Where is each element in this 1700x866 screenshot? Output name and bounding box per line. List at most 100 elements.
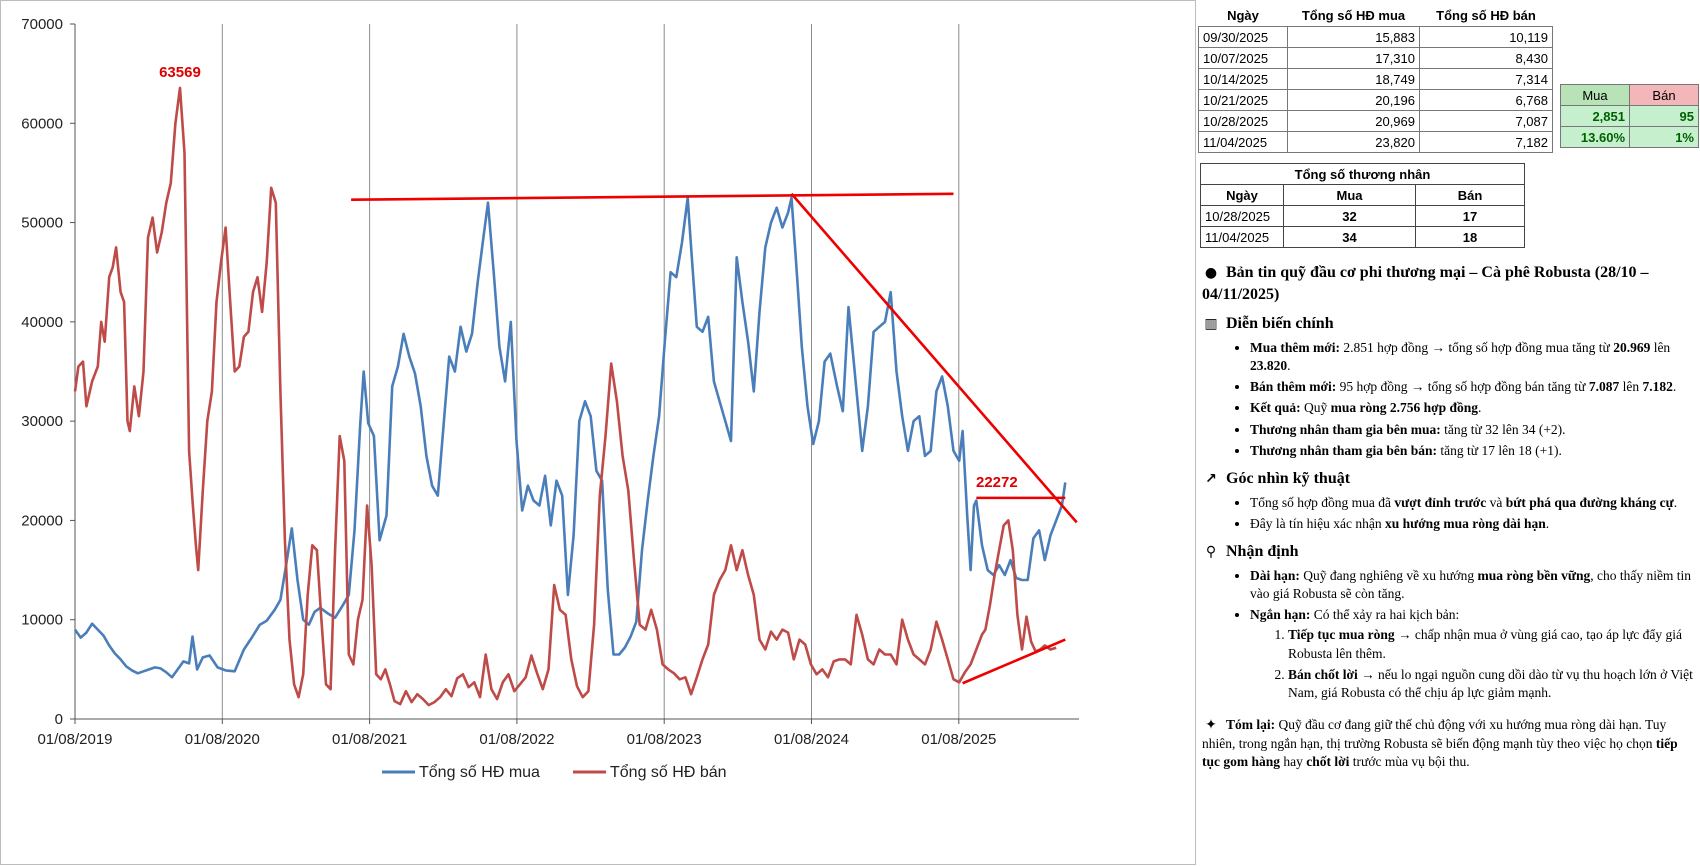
table-title: Tổng số thương nhân: [1200, 163, 1525, 185]
sell-header: Bán: [1629, 84, 1699, 106]
item-label: Dài hạn:: [1250, 567, 1300, 583]
sell-cell: 7,182: [1419, 131, 1553, 153]
table-header-row: Ngày Mua Bán: [1200, 184, 1525, 206]
buy-cell: 20,969: [1287, 110, 1420, 132]
section-heading: ⚲ Nhận định: [1202, 541, 1696, 563]
column-header: Mua: [1283, 184, 1416, 206]
table-row: 10/21/2025 20,196 6,768: [1198, 89, 1553, 111]
item-text: .: [1673, 494, 1678, 510]
date-cell: 10/28/2025: [1198, 110, 1288, 132]
sell-cell: 7,087: [1419, 110, 1553, 132]
traders-table: Tổng số thương nhân Ngày Mua Bán 10/28/2…: [1200, 163, 1525, 248]
buy-series-line: [73, 196, 1067, 679]
item-text: Quỹ: [1300, 400, 1331, 416]
summary-label: Tóm lại:: [1226, 717, 1276, 733]
y-tick-label: 40000: [21, 314, 63, 331]
summary-emphasis: tiếp tục gom hàng: [1202, 736, 1678, 770]
x-tick-label: 01/08/2021: [332, 731, 407, 748]
technical-view-list: Tổng số hợp đồng mua đã vượt đỉnh trước …: [1202, 494, 1696, 533]
table-row: 10/28/2025 20,969 7,087: [1198, 110, 1553, 132]
peak-annotation: 63569: [159, 64, 201, 81]
scenario-text: → chấp nhận mua ở vùng giá cao, tạo áp l…: [1288, 627, 1683, 661]
date-cell: 10/28/2025: [1200, 205, 1284, 227]
table-title-row: Tổng số thương nhân: [1200, 163, 1525, 185]
sell-series-line: [73, 86, 1057, 707]
item-value: mua ròng 2.756 hợp đồng: [1330, 400, 1479, 416]
list-item: Thương nhân tham gia bên mua: tăng từ 32…: [1250, 421, 1696, 439]
scenario-item: Bán chốt lời → nếu lo ngại nguồn cung dồ…: [1288, 666, 1696, 702]
section-title: Diễn biến chính: [1226, 315, 1334, 333]
column-header: Bán: [1415, 184, 1525, 206]
scenario-item: Tiếp tục mua ròng → chấp nhận mua ở vùng…: [1288, 626, 1696, 662]
chart-area: 01/08/2019 01/08/2020 01/08/2021 01/08/2022…: [0, 0, 1196, 865]
item-value: 7.087: [1588, 379, 1620, 395]
assessment-list: Dài hạn: Quỹ đang nghiêng về xu hướng mu…: [1202, 567, 1696, 703]
item-emphasis: vượt đỉnh trước: [1394, 494, 1487, 510]
summary-text: Quỹ đầu cơ đang giữ thế chủ động với xu …: [1202, 717, 1667, 752]
item-value: 23.820: [1250, 358, 1288, 373]
date-cell: 11/04/2025: [1198, 131, 1288, 153]
item-text: Tổng số hợp đồng mua đã: [1250, 494, 1395, 510]
item-emphasis: mua ròng bền vững: [1477, 567, 1591, 583]
item-label: Kết quả:: [1250, 400, 1301, 416]
scenario-text: → nếu lo ngại nguồn cung dồi dào từ vụ t…: [1288, 666, 1693, 701]
item-value: 20.969: [1613, 339, 1651, 355]
item-text: tăng từ 17 lên 18 (+1).: [1437, 442, 1562, 458]
column-header: Ngày: [1227, 7, 1259, 23]
list-item: Bán thêm mới: 95 hợp đồng → tổng số hợp …: [1250, 378, 1696, 396]
table-row: 2,851 95: [1560, 105, 1699, 127]
line-chart: 01/08/2019 01/08/2020 01/08/2021 01/08/2022…: [21, 16, 1079, 781]
summary-text: hay: [1280, 754, 1307, 770]
item-text: tăng từ 32 lên 34 (+2).: [1440, 421, 1566, 437]
list-item: Tổng số hợp đồng mua đã vượt đỉnh trước …: [1250, 494, 1696, 512]
right-panel: Ngày Tổng số HĐ mua Tổng số HĐ bán 09/30…: [1198, 0, 1700, 865]
buy-pct-cell: 13.60%: [1560, 126, 1630, 148]
item-emphasis: bứt phá qua đường kháng cự: [1505, 494, 1674, 510]
item-label: Thương nhân tham gia bên bán:: [1250, 442, 1438, 458]
column-header: Tổng số HĐ mua: [1301, 7, 1406, 23]
item-text: Đây là tín hiệu xác nhận: [1250, 515, 1385, 531]
item-emphasis: xu hướng mua ròng dài hạn: [1384, 515, 1546, 531]
list-item: Ngắn hạn: Có thể xảy ra hai kịch bản: Ti…: [1250, 606, 1696, 702]
buy-traders-cell: 32: [1283, 205, 1416, 227]
x-tick-label: 01/08/2025: [921, 731, 996, 748]
table-row: 09/30/2025 15,883 10,119: [1198, 26, 1553, 48]
peak-annotation: 22272: [976, 474, 1018, 491]
legend-label-sell: Tổng số HĐ bán: [610, 763, 727, 781]
bulletin-title: ● Bản tin quỹ đầu cơ phi thương mại – Cà …: [1202, 262, 1696, 305]
section-title: Góc nhìn kỹ thuật: [1226, 470, 1351, 488]
x-tick-label: 01/08/2022: [479, 731, 554, 748]
item-text: Có thể xảy ra hai kịch bản:: [1310, 607, 1460, 623]
sell-change-cell: 95: [1629, 105, 1699, 127]
section-title: Nhận định: [1226, 543, 1299, 561]
table-row: 10/14/2025 18,749 7,314: [1198, 68, 1553, 90]
buy-change-cell: 2,851: [1560, 105, 1630, 127]
bulletin: ● Bản tin quỹ đầu cơ phi thương mại – Cà …: [1202, 262, 1696, 772]
buy-traders-cell: 34: [1283, 226, 1416, 248]
sell-cell: 8,430: [1419, 47, 1553, 69]
item-text: .: [1478, 400, 1482, 416]
y-tick-label: 0: [55, 711, 63, 728]
column-header: Ngày: [1200, 184, 1284, 206]
buy-cell: 20,196: [1287, 89, 1420, 111]
table-row: 10/07/2025 17,310 8,430: [1198, 47, 1553, 69]
sell-cell: 6,768: [1419, 89, 1553, 111]
summary-text: trước mùa vụ bội thu.: [1349, 754, 1470, 770]
date-cell: 09/30/2025: [1198, 26, 1288, 48]
x-tick-label: 01/08/2020: [185, 731, 260, 748]
table-header-row: Ngày Tổng số HĐ mua Tổng số HĐ bán: [1199, 4, 1553, 27]
contracts-table: Ngày Tổng số HĐ mua Tổng số HĐ bán 09/30…: [1198, 4, 1553, 153]
date-cell: 10/07/2025: [1198, 47, 1288, 69]
date-cell: 10/14/2025: [1198, 68, 1288, 90]
trend-line: [351, 192, 954, 202]
legend-label-buy: Tổng số HĐ mua: [419, 763, 540, 781]
scenario-list: Tiếp tục mua ròng → chấp nhận mua ở vùng…: [1250, 626, 1696, 702]
magnifier-icon: ⚲: [1205, 544, 1217, 561]
y-tick-label: 10000: [21, 612, 63, 629]
item-text: lên: [1619, 379, 1643, 395]
section-heading: ↗ Góc nhìn kỹ thuật: [1202, 468, 1696, 490]
table-row: 11/04/2025 23,820 7,182: [1198, 131, 1553, 153]
item-text: 2.851 hợp đồng → tổng số hợp đồng mua tă…: [1339, 339, 1614, 355]
table-header-row: Mua Bán: [1560, 84, 1699, 106]
buy-header: Mua: [1560, 84, 1630, 106]
